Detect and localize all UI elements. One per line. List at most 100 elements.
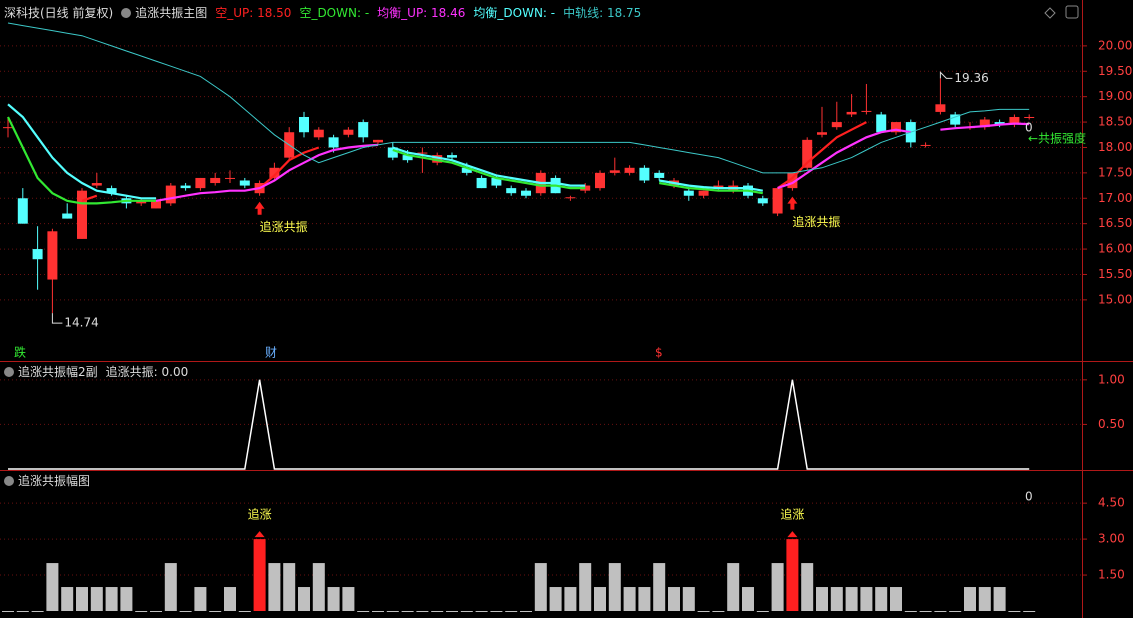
y-tick-label: 15.00 <box>1098 292 1132 306</box>
bar <box>668 587 680 611</box>
bar <box>875 587 888 611</box>
bar <box>224 587 236 611</box>
bar <box>194 587 207 611</box>
candle-body <box>802 139 813 168</box>
candle-body <box>876 114 887 133</box>
bar <box>549 587 562 611</box>
candle-body <box>979 119 990 128</box>
candle-body <box>1024 116 1035 118</box>
candle-body <box>299 116 309 133</box>
candle-body <box>521 190 531 196</box>
y-tick-label: 3.00 <box>1098 532 1125 546</box>
y-tick-label: 17.50 <box>1098 165 1132 179</box>
icon[interactable] <box>4 475 14 486</box>
bar <box>756 611 769 612</box>
bar <box>623 587 636 611</box>
candle-body <box>920 144 931 146</box>
candle-body <box>136 200 147 204</box>
bar <box>357 611 370 612</box>
bar <box>830 587 843 611</box>
icon[interactable] <box>121 7 132 18</box>
candle-body <box>698 190 709 196</box>
candle-body <box>432 155 443 163</box>
y-tick-label: 17.00 <box>1098 191 1132 205</box>
y-tick-label: 18.00 <box>1098 140 1132 154</box>
bar <box>253 539 266 611</box>
y-tick-label: 18.50 <box>1098 115 1132 129</box>
bar <box>61 587 74 611</box>
bar <box>238 611 251 612</box>
bar <box>31 611 44 612</box>
bar <box>786 539 799 611</box>
candle-body <box>62 213 73 219</box>
candle-body <box>491 177 502 186</box>
bar <box>446 611 458 612</box>
bar <box>682 587 695 611</box>
candle-body <box>17 198 28 224</box>
bar <box>771 563 784 611</box>
bar <box>564 587 577 611</box>
icon[interactable] <box>4 366 14 377</box>
candle-body <box>47 231 58 280</box>
bar <box>90 587 103 611</box>
candle-body <box>91 183 102 186</box>
candle-body <box>831 122 842 128</box>
candle-body <box>609 170 620 173</box>
bar <box>816 587 828 611</box>
bar <box>949 611 962 612</box>
bar <box>401 611 414 612</box>
sub-header: 追涨共振幅2副 追涨共振: 0.00 <box>4 363 188 380</box>
bar <box>579 563 592 611</box>
side-label: ←共振强度 <box>1028 131 1086 146</box>
bar <box>283 563 296 611</box>
title: 追涨共振幅2副 <box>18 365 98 379</box>
bar <box>1023 611 1036 612</box>
line <box>8 379 1030 470</box>
bar <box>298 587 310 611</box>
sub-header: 追涨共振幅图 <box>4 472 90 489</box>
event-marker: 财 <box>265 346 277 360</box>
legend-item: 空_DOWN: - <box>299 6 370 20</box>
y-tick-label: 1.00 <box>1098 372 1125 386</box>
pointer <box>939 71 953 79</box>
candle-body <box>639 167 650 181</box>
bar <box>431 611 444 612</box>
candle-body <box>595 172 605 189</box>
candle-body <box>106 188 117 194</box>
bar <box>209 611 222 612</box>
series-line <box>7 103 763 200</box>
bar <box>150 611 162 612</box>
candle-body <box>846 111 857 115</box>
bar <box>164 563 177 611</box>
main-header: 深科技(日线 前复权) 追涨共振主图 空_UP: 18.50 空_DOWN: - 均… <box>4 4 641 21</box>
candle-body <box>225 177 235 179</box>
bar <box>860 587 873 611</box>
candle-body <box>1009 116 1020 125</box>
candle-body <box>32 249 43 260</box>
icon[interactable] <box>1044 7 1056 19</box>
y-tick-label: 1.50 <box>1098 568 1125 582</box>
low-label: 14.74 <box>64 316 98 330</box>
pointer <box>51 313 63 324</box>
candle-body <box>565 197 576 199</box>
bar <box>312 563 325 611</box>
bar <box>934 611 947 612</box>
candle-body <box>447 155 457 158</box>
y-tick-label: 0.50 <box>1098 417 1125 431</box>
legend-item: 空_UP: 18.50 <box>215 6 292 20</box>
bar <box>2 611 14 612</box>
y-tick-label: 20.00 <box>1098 38 1132 52</box>
bar <box>1008 611 1021 612</box>
candle-body <box>994 122 1005 125</box>
icon[interactable] <box>1065 5 1079 19</box>
bar <box>76 587 88 611</box>
signal-arrow <box>254 201 265 215</box>
candle-body <box>151 200 161 209</box>
candle-body <box>476 177 487 189</box>
legend-item: 中轨线: 18.75 <box>563 6 642 20</box>
event-marker: $ <box>655 346 663 360</box>
bar <box>697 611 710 612</box>
bar <box>904 611 917 612</box>
candle-body <box>861 110 872 112</box>
